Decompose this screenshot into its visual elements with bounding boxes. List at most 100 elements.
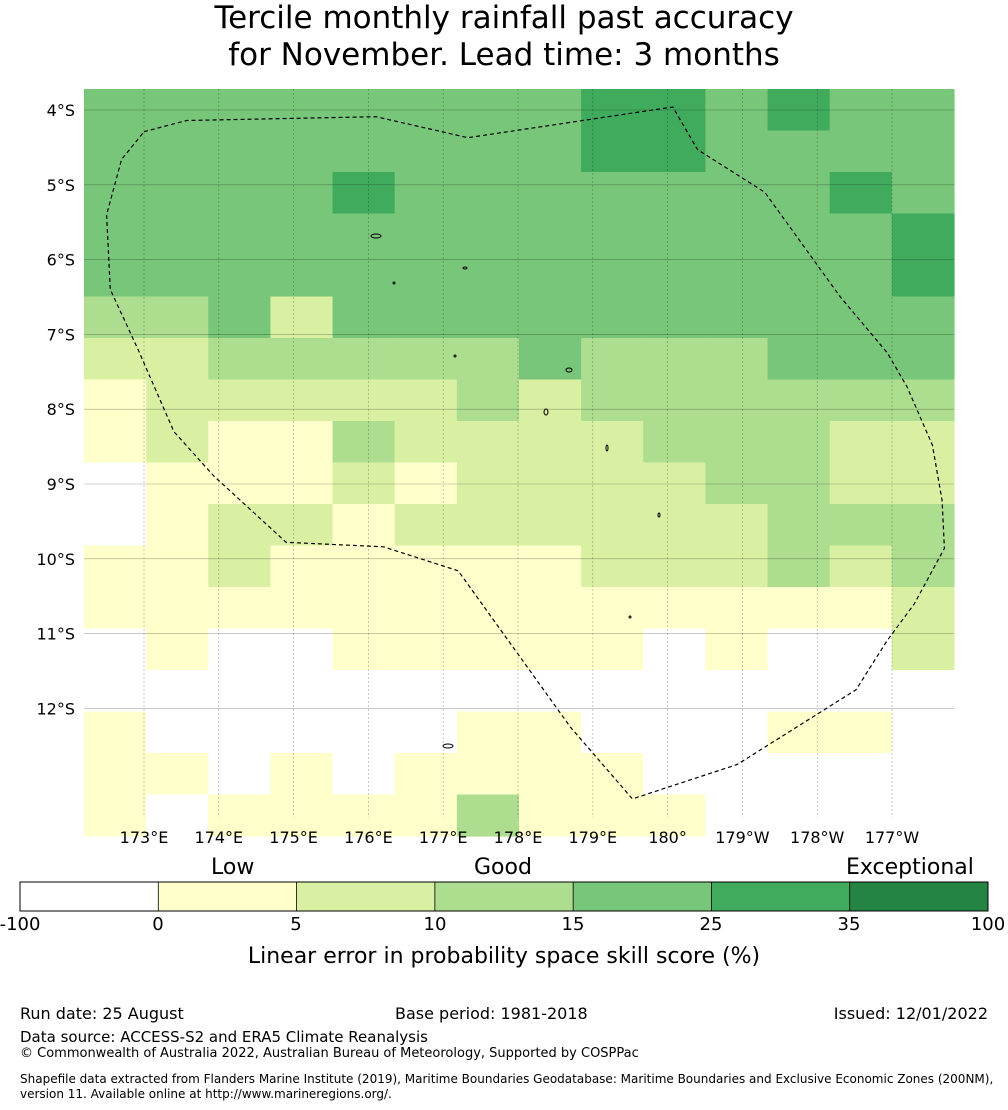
grid-cell — [394, 462, 458, 505]
lon-label: 177°E — [419, 828, 468, 847]
legend-exceptional-label: Exceptional — [846, 855, 974, 880]
grid-cell — [456, 753, 520, 796]
grid-cell — [829, 130, 893, 173]
grid-cell — [208, 670, 272, 713]
grid-cell — [705, 504, 769, 547]
colorbar-tick: 100 — [970, 914, 1006, 935]
grid-cell — [394, 670, 458, 713]
grid-cell — [84, 670, 147, 713]
lon-label: 174°E — [194, 828, 243, 847]
grid-cell — [208, 130, 272, 173]
grid-cell — [829, 296, 893, 339]
grid-cell — [84, 296, 147, 339]
grid-cell — [208, 338, 272, 381]
grid-cell — [643, 255, 706, 298]
longitude-labels: 173°E 174°E 175°E 176°E 177°E 178°E 179°E 180° 1… — [120, 828, 920, 847]
grid-cell — [518, 711, 582, 754]
colorbar-tick: 0 — [152, 914, 164, 935]
grid-cell — [84, 213, 147, 256]
lon-label: 173°E — [120, 828, 169, 847]
grid-cell — [705, 711, 769, 754]
grid-cell — [705, 89, 769, 132]
grid-cell — [84, 379, 147, 422]
island-outline — [462, 266, 468, 270]
grid-cell — [829, 628, 893, 671]
base-period: Base period: 1981-2018 — [395, 1004, 588, 1023]
grid-cell — [581, 338, 644, 381]
grid-cell — [705, 296, 769, 339]
grid-cell — [767, 587, 831, 630]
latitude-labels: 4°S 5°S 6°S 7°S 8°S 9°S 10°S 11°S 12°S — [36, 101, 75, 718]
grid-cell — [146, 711, 209, 754]
grid-cell — [456, 711, 520, 754]
grid-cell — [456, 213, 520, 256]
grid-cell — [456, 421, 520, 464]
legend-good-label: Good — [474, 855, 532, 880]
grid-cell — [518, 504, 582, 547]
grid-cell — [270, 794, 334, 837]
grid-cell — [643, 130, 706, 173]
grid-cell — [891, 379, 955, 422]
grid-cell — [208, 753, 272, 796]
grid-cell — [146, 255, 209, 298]
grid-cell — [208, 462, 272, 505]
chart-title-line2: for November. Lead time: 3 months — [228, 37, 780, 73]
grid-cell — [518, 421, 582, 464]
grid-cell — [270, 255, 334, 298]
colorbar-segment — [711, 882, 851, 911]
grid-cell — [270, 670, 334, 713]
grid-cell — [332, 753, 396, 796]
grid-cell — [394, 545, 458, 588]
grid-cell — [829, 753, 893, 796]
grid-cell — [829, 89, 893, 132]
grid-cell — [643, 587, 706, 630]
grid-cell — [581, 172, 644, 215]
grid-cell — [146, 587, 209, 630]
island-outline — [392, 281, 396, 285]
grid-cell — [891, 587, 955, 630]
grid-cell — [829, 379, 893, 422]
island-outline — [657, 512, 661, 518]
grid-cell — [270, 130, 334, 173]
lon-label: 178°W — [790, 828, 845, 847]
grid-cell — [581, 421, 644, 464]
grid-cell — [643, 379, 706, 422]
grid-cell — [394, 628, 458, 671]
lon-label: 176°E — [344, 828, 393, 847]
grid-cell — [208, 794, 272, 837]
grid-cell — [705, 587, 769, 630]
grid-cell — [643, 213, 706, 256]
grid-cell — [146, 753, 209, 796]
grid-cell — [208, 172, 272, 215]
grid-cell — [581, 753, 644, 796]
grid-cell — [829, 504, 893, 547]
grid-cell — [643, 172, 706, 215]
grid-cell — [456, 296, 520, 339]
grid-cell — [643, 545, 706, 588]
lat-label: 12°S — [36, 699, 75, 718]
grid-cell — [705, 628, 769, 671]
grid-cell — [891, 504, 955, 547]
grid-cell — [518, 213, 582, 256]
grid-cell — [394, 255, 458, 298]
grid-cell — [270, 753, 334, 796]
grid-cell — [394, 296, 458, 339]
grid-cell — [581, 628, 644, 671]
grid-cell — [332, 670, 396, 713]
grid-cell — [891, 338, 955, 381]
grid-cell — [270, 462, 334, 505]
grid-cell — [518, 670, 582, 713]
grid-cell — [208, 255, 272, 298]
grid-cell — [829, 421, 893, 464]
colorbar-tick: 15 — [561, 914, 585, 935]
islands — [370, 233, 661, 749]
grid-cell — [829, 172, 893, 215]
lon-label: 180° — [648, 828, 687, 847]
grid-cell — [146, 421, 209, 464]
grid-cell — [767, 504, 831, 547]
grid-cell — [891, 172, 955, 215]
grid-cell — [146, 545, 209, 588]
colorbar-tick: -100 — [0, 914, 41, 935]
grid-cell — [891, 296, 955, 339]
grid-cell — [705, 130, 769, 173]
